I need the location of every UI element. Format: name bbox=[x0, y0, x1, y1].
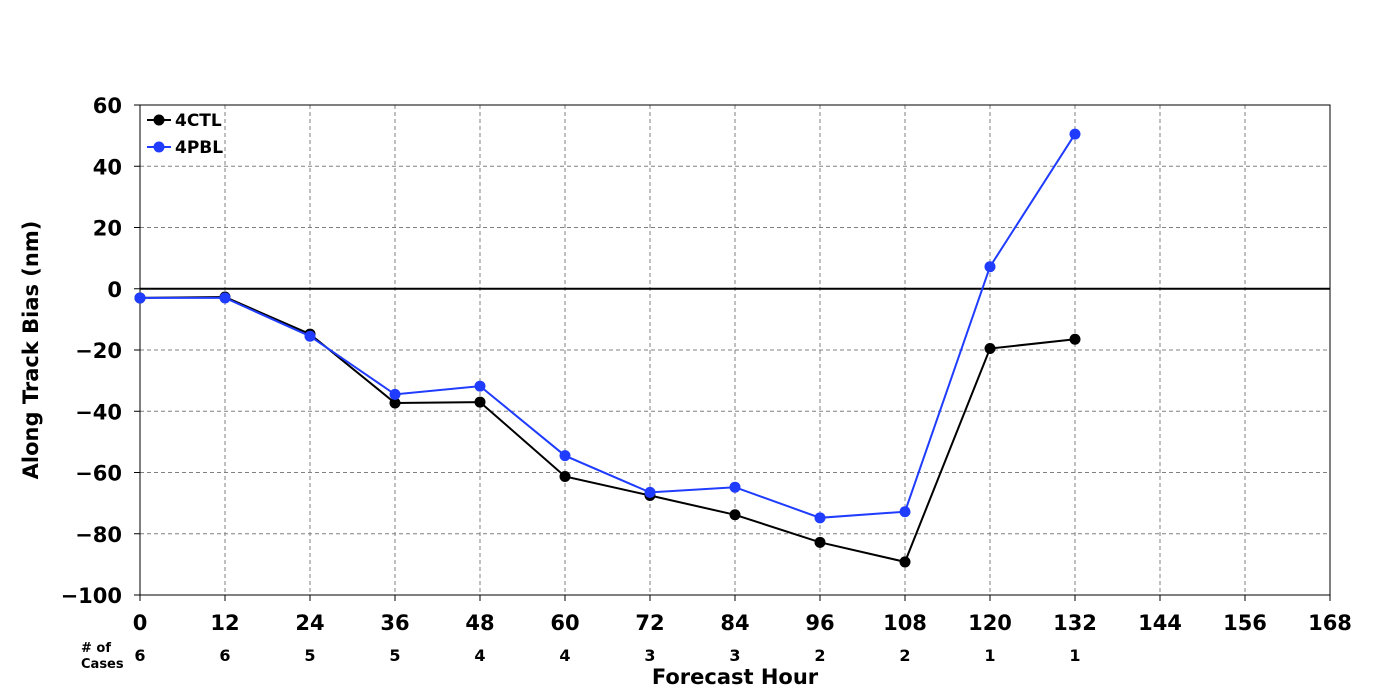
legend-label-4pbl: 4PBL bbox=[175, 138, 223, 158]
y-tick-label: −40 bbox=[75, 400, 122, 424]
case-count: 3 bbox=[644, 646, 655, 665]
data-point-4pbl bbox=[474, 380, 486, 392]
case-count: 1 bbox=[1069, 646, 1080, 665]
data-point-4pbl bbox=[814, 512, 826, 524]
y-tick-labels: 60 40 20 0 −20 −40 −60 −80 −100 bbox=[61, 94, 140, 608]
series-4pbl bbox=[134, 128, 1081, 524]
cases-label-line1: # of bbox=[81, 641, 111, 656]
x-tick-label: 120 bbox=[968, 611, 1012, 635]
x-tick-label: 24 bbox=[295, 611, 324, 635]
x-tick-label: 156 bbox=[1223, 611, 1267, 635]
x-tick-label: 72 bbox=[635, 611, 664, 635]
data-point-4ctl bbox=[389, 397, 401, 409]
data-point-4ctl bbox=[1069, 333, 1081, 345]
case-count: 5 bbox=[389, 646, 400, 665]
x-tick-label: 36 bbox=[380, 611, 409, 635]
data-point-4ctl bbox=[559, 470, 571, 482]
data-point-4pbl bbox=[304, 330, 316, 342]
cases-label-line2: Cases bbox=[81, 657, 124, 672]
x-tick-label: 108 bbox=[883, 611, 927, 635]
data-point-4ctl bbox=[984, 342, 996, 354]
data-point-4pbl bbox=[644, 486, 656, 498]
x-tick-label: 0 bbox=[133, 611, 148, 635]
x-tick-label: 48 bbox=[465, 611, 494, 635]
legend-marker-4ctl bbox=[153, 114, 165, 126]
x-tick-label: 96 bbox=[805, 611, 834, 635]
x-tick-label: 132 bbox=[1053, 611, 1097, 635]
series-line-4ctl bbox=[139, 295, 1076, 564]
y-tick-label: 0 bbox=[107, 278, 122, 302]
case-count: 4 bbox=[559, 646, 570, 665]
legend-label-4ctl: 4CTL bbox=[175, 111, 222, 131]
grid-lines bbox=[140, 105, 1330, 595]
y-tick-label: 40 bbox=[93, 155, 122, 179]
series-group bbox=[134, 128, 1081, 568]
y-tick-label: −100 bbox=[61, 584, 122, 608]
data-point-4pbl bbox=[559, 450, 571, 462]
x-tick-label: 60 bbox=[550, 611, 579, 635]
data-point-4pbl bbox=[219, 292, 231, 304]
case-count: 6 bbox=[134, 646, 145, 665]
data-point-4pbl bbox=[984, 261, 996, 273]
x-tick-label: 144 bbox=[1138, 611, 1182, 635]
series-4ctl bbox=[134, 291, 1081, 568]
y-axis-label: Along Track Bias (nm) bbox=[19, 221, 43, 480]
y-tick-label: −80 bbox=[75, 523, 122, 547]
y-tick-label: 60 bbox=[93, 94, 122, 118]
data-point-4pbl bbox=[389, 388, 401, 400]
x-tick-labels: 0 12 24 36 48 60 72 84 96 108 120 132 144 156 168 bbox=[133, 595, 1352, 635]
y-tick-label: −20 bbox=[75, 339, 122, 363]
case-count: 4 bbox=[474, 646, 485, 665]
case-count: 2 bbox=[814, 646, 825, 665]
data-point-4pbl bbox=[899, 506, 911, 518]
case-count: 5 bbox=[304, 646, 315, 665]
series-line-4pbl bbox=[140, 133, 1076, 519]
case-count: 2 bbox=[899, 646, 910, 665]
data-point-4ctl bbox=[899, 556, 911, 568]
legend: 4CTL 4PBL bbox=[147, 111, 223, 158]
data-point-4ctl bbox=[474, 396, 486, 408]
data-point-4ctl bbox=[729, 509, 741, 521]
case-count: 1 bbox=[984, 646, 995, 665]
data-point-4pbl bbox=[134, 292, 146, 304]
case-count: 6 bbox=[219, 646, 230, 665]
data-point-4pbl bbox=[729, 481, 741, 493]
cases-row: # of Cases 6 6 5 5 4 4 3 3 2 2 1 1 bbox=[81, 641, 1081, 672]
y-tick-label: 20 bbox=[93, 217, 122, 241]
x-axis-label: Forecast Hour bbox=[652, 665, 819, 689]
x-tick-label: 84 bbox=[720, 611, 749, 635]
x-tick-label: 168 bbox=[1308, 611, 1352, 635]
x-tick-label: 12 bbox=[210, 611, 239, 635]
legend-marker-4pbl bbox=[153, 141, 165, 153]
data-point-4pbl bbox=[1069, 128, 1081, 140]
data-point-4ctl bbox=[814, 536, 826, 548]
case-count: 3 bbox=[729, 646, 740, 665]
y-tick-label: −60 bbox=[75, 462, 122, 486]
